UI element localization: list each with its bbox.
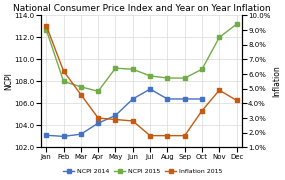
NCPI 2014	[200, 98, 204, 100]
Inflation 2015	[183, 135, 186, 137]
NCPI 2015	[44, 29, 48, 31]
NCPI 2014	[114, 114, 117, 117]
NCPI 2015	[79, 86, 83, 88]
Inflation 2015	[235, 99, 238, 102]
NCPI 2015	[96, 90, 100, 92]
Inflation 2015	[44, 24, 48, 27]
Inflation 2015	[218, 89, 221, 91]
NCPI 2014	[79, 133, 83, 135]
Y-axis label: Inflation: Inflation	[272, 66, 281, 97]
Line: NCPI 2014: NCPI 2014	[44, 87, 204, 138]
Inflation 2015	[148, 135, 152, 137]
NCPI 2015	[148, 75, 152, 77]
NCPI 2015	[200, 68, 204, 70]
NCPI 2014	[183, 98, 186, 100]
NCPI 2015	[166, 77, 169, 79]
Inflation 2015	[131, 120, 135, 122]
Inflation 2015	[114, 118, 117, 121]
Legend: NCPI 2014, NCPI 2015, Inflation 2015: NCPI 2014, NCPI 2015, Inflation 2015	[60, 166, 225, 177]
Inflation 2015	[200, 110, 204, 112]
Inflation 2015	[166, 135, 169, 137]
Title: National Consumer Price Index and Year on Year Inflation: National Consumer Price Index and Year o…	[13, 4, 270, 13]
Y-axis label: NCPI: NCPI	[4, 72, 13, 90]
NCPI 2014	[62, 135, 65, 138]
Inflation 2015	[96, 117, 100, 119]
NCPI 2014	[131, 98, 135, 100]
NCPI 2015	[131, 68, 135, 70]
NCPI 2015	[235, 23, 238, 25]
NCPI 2014	[166, 98, 169, 100]
NCPI 2015	[218, 36, 221, 38]
NCPI 2015	[114, 67, 117, 69]
Line: Inflation 2015: Inflation 2015	[44, 24, 238, 137]
NCPI 2014	[148, 88, 152, 90]
NCPI 2014	[44, 134, 48, 136]
NCPI 2014	[96, 122, 100, 124]
Inflation 2015	[79, 93, 83, 96]
NCPI 2015	[62, 80, 65, 82]
Inflation 2015	[62, 70, 65, 72]
Line: NCPI 2015: NCPI 2015	[44, 22, 238, 93]
NCPI 2015	[183, 77, 186, 79]
